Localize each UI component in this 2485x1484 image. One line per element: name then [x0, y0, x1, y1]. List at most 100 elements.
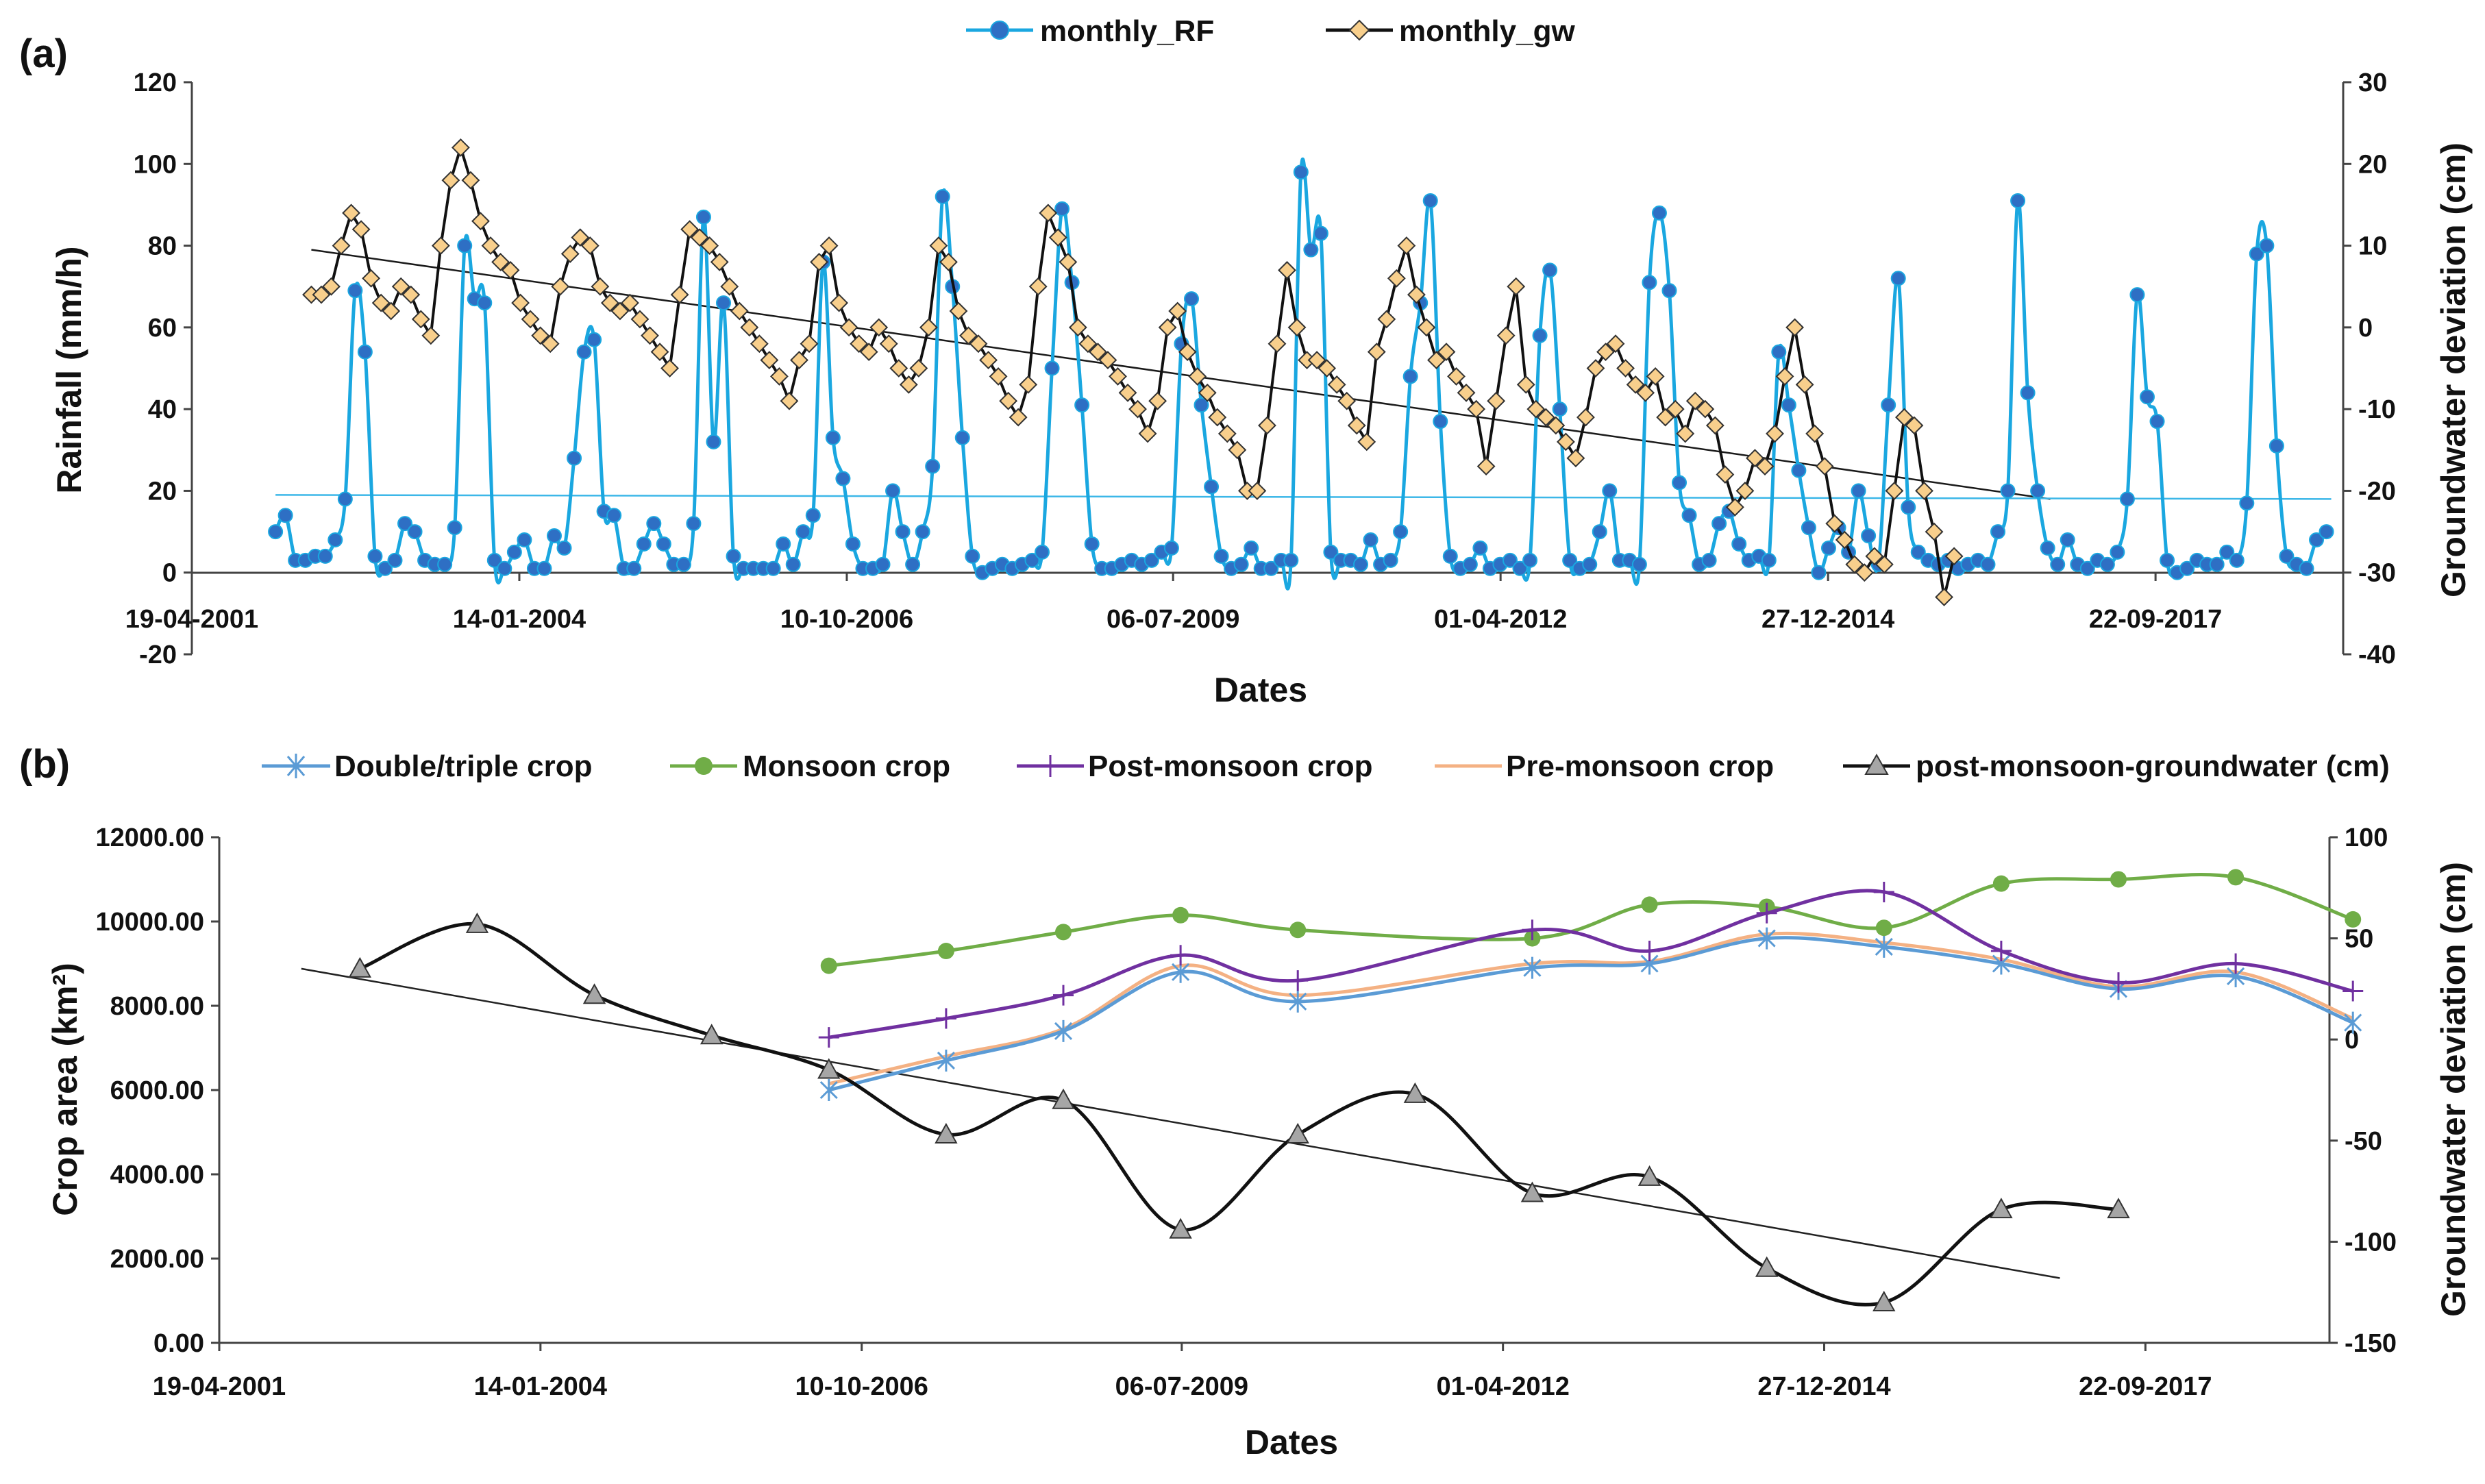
monthly-rf-point [636, 536, 652, 552]
monthly-rf-point [2299, 560, 2314, 576]
monthly-rf-point [2268, 438, 2284, 454]
monthly-gw-point [641, 326, 659, 345]
monthly-rf-point [1402, 369, 1418, 384]
monthly-rf-point [2129, 287, 2145, 303]
panel-b-xticks: 19-04-2001 14-01-2004 10-10-2006 06-07-2009… [153, 1343, 2212, 1401]
monthly-gw-point [1327, 375, 1346, 394]
double-triple-crop-point [819, 1079, 838, 1101]
monthly-gw-point [869, 318, 889, 337]
monthly-rf-point [1582, 556, 1598, 572]
monthly-rf-point [536, 560, 552, 576]
panel-a-series-monthly-gw [302, 138, 1964, 606]
monthly-gw-point [780, 391, 799, 410]
monthly-gw-point [411, 310, 430, 329]
monthly-gw-point [362, 269, 381, 288]
legend-post-monsoon-crop: Post-monsoon crop [1088, 750, 1373, 783]
a-ytick-right-label: -40 [2358, 641, 2396, 669]
monthly-rf-point [1990, 524, 2006, 540]
monthly-rf-point [1233, 556, 1249, 572]
a-xtick-label: 10-10-2006 [780, 605, 913, 634]
monthly-gw-point [481, 236, 500, 255]
monthly-rf-point [1442, 548, 1458, 564]
monthly-gw-point [401, 285, 421, 304]
monthly-rf-point [965, 548, 980, 564]
monthly-rf-point [1761, 552, 1777, 568]
monthly-gw-point [760, 351, 779, 369]
monthly-gw-point [1088, 343, 1107, 362]
post-monsoon-groundwater-cm-point [1403, 1082, 1427, 1103]
panel-b-yticks-left: 12000.00 10000.00 8000.00 6000.00 4000.00 200… [96, 824, 219, 1358]
monthly-gw-point [541, 334, 560, 354]
monthly-gw-point [1626, 375, 1645, 394]
monthly-rf-point [765, 560, 781, 576]
monthly-rf-point [1811, 565, 1827, 580]
post-monsoon-crop-point [2108, 972, 2129, 993]
b-xtick-label: 06-07-2009 [1115, 1372, 1248, 1401]
monthly-gw-point [511, 293, 530, 312]
a-ytick-left-label: 100 [134, 150, 177, 179]
panel-b-series [348, 869, 2364, 1311]
monthly-rf-point [2099, 556, 2115, 572]
monthly-rf-point [2319, 524, 2334, 540]
monthly-gw-point [560, 245, 580, 263]
a-xtick-label: 27-12-2014 [1761, 605, 1894, 634]
monthly-rf-point [1881, 397, 1896, 413]
panel-b-yticks-right: 100 50 0 -50 -100 -150 [2329, 824, 2397, 1358]
monthly-gw-point [1397, 236, 1416, 255]
monthly-gw-point [1885, 482, 1904, 500]
monthly-rf-point [2239, 495, 2255, 511]
monthly-gw-point [1925, 522, 1944, 541]
monthly-rf-point [387, 552, 403, 568]
monthly-rf-point [626, 560, 642, 576]
monthly-rf-point [885, 483, 901, 499]
b-ytick-right-label: 50 [2345, 925, 2373, 954]
legend-monthly-rf: monthly_RF [1040, 14, 1214, 48]
monthly-rf-point [1731, 536, 1747, 552]
monthly-gw-point [1795, 375, 1814, 394]
monthly-rf-point [347, 283, 363, 299]
monthly-rf-point [2149, 414, 2165, 430]
monthly-gw-point [949, 301, 968, 321]
b-ytick-right-label: -50 [2345, 1127, 2382, 1156]
a-ytick-left-label: -20 [139, 641, 177, 669]
monthly-gw-point [521, 310, 540, 329]
monthly-gw-point [322, 277, 341, 296]
b-xtick-label: 10-10-2006 [795, 1372, 928, 1401]
panel-b-legend: Double/triple crop Monsoon crop Post-mon… [262, 750, 2390, 783]
double-triple-crop-point [2344, 1011, 2362, 1034]
monthly-rf-point [1383, 552, 1398, 568]
monthly-rf-point [1552, 401, 1568, 417]
b-xtick-label: 01-04-2012 [1436, 1372, 1569, 1401]
panel-b-xlabel: Dates [1245, 1423, 1338, 1461]
monthly-rf-point [2259, 238, 2275, 253]
monthly-gw-point [999, 391, 1018, 410]
monthly-rf-point [1323, 544, 1339, 560]
monthly-gw-point [1636, 383, 1655, 402]
monthly-gw-point [1915, 482, 1933, 500]
monthly-gw-point [899, 375, 918, 394]
monthly-gw-point [1685, 391, 1705, 410]
b-xtick-label: 14-01-2004 [474, 1372, 607, 1401]
a-ytick-right-label: -20 [2358, 477, 2396, 506]
panel-a-ylabel-left: Rainfall (mm/h) [50, 246, 88, 493]
monthly-gw-point [1755, 457, 1775, 476]
panel-b-trend-lines [301, 967, 2060, 1279]
monthly-gw-point [1039, 203, 1058, 223]
post-monsoon-groundwater-cm-point [817, 1058, 841, 1079]
monthly-gw-point [551, 277, 570, 296]
monthly-gw-point [1347, 416, 1366, 435]
monthly-rf-point [1084, 536, 1100, 552]
monthly-gw-point [1586, 359, 1605, 378]
monthly-rf-point [447, 520, 462, 536]
monthly-gw-point [1228, 441, 1247, 460]
monthly-gw-point [1217, 424, 1237, 443]
monthly-rf-point [1263, 560, 1279, 576]
monthly-gw-point [351, 220, 371, 239]
a-ytick-left-label: 20 [148, 477, 177, 506]
monthly-gw-point [1447, 367, 1466, 386]
monthly-gw-point [680, 220, 700, 239]
legend-double-triple-crop: Double/triple crop [334, 750, 592, 783]
monthly-rf-point [2060, 532, 2075, 547]
monthly-rf-point [1035, 544, 1050, 560]
monthly-gw-point [1546, 416, 1566, 435]
